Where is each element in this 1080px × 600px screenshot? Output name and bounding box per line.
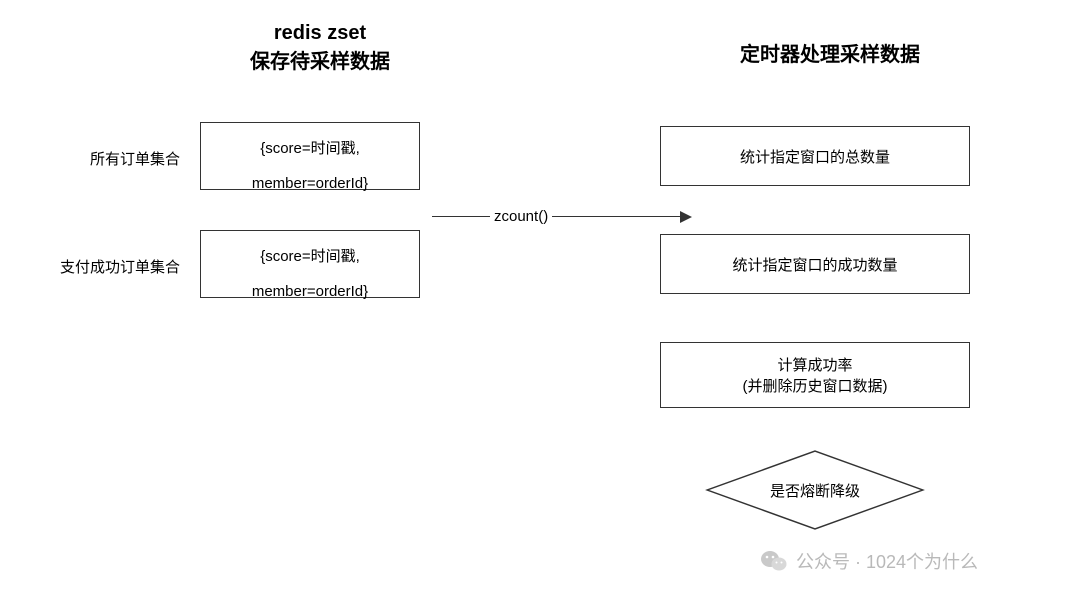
arrow-line-right [552,216,680,217]
left-label-all-orders: 所有订单集合 [30,148,180,169]
zset-box-all-orders: {score=时间戳, member=orderId} [200,122,420,190]
arrow-label: zcount() [490,208,552,225]
arrow-line-left [432,216,490,217]
zset-box-text: {score=时间戳, member=orderId} [252,120,368,192]
zcount-arrow: zcount() [432,208,692,225]
diamond-label: 是否熔断降级 [705,449,925,531]
arrow-head-icon [680,211,692,223]
right-section-title: 定时器处理采样数据 [680,38,980,67]
zset-box-paid-orders: {score=时间戳, member=orderId} [200,230,420,298]
watermark-text: 公众号 · 1024个为什么 [796,548,978,574]
decision-diamond: 是否熔断降级 [705,449,925,531]
step-box-success-rate: 计算成功率 (并删除历史窗口数据) [660,342,970,408]
wechat-icon [760,549,788,573]
step-box-total-count: 统计指定窗口的总数量 [660,126,970,186]
step-box-success-count: 统计指定窗口的成功数量 [660,234,970,294]
left-section-title: redis zset 保存待采样数据 [190,22,450,74]
zset-box-text: {score=时间戳, member=orderId} [252,228,368,300]
left-label-paid-orders: 支付成功订单集合 [30,256,180,277]
watermark: 公众号 · 1024个为什么 [760,548,978,574]
diagram-canvas: redis zset 保存待采样数据 定时器处理采样数据 所有订单集合 支付成功… [0,0,1080,600]
